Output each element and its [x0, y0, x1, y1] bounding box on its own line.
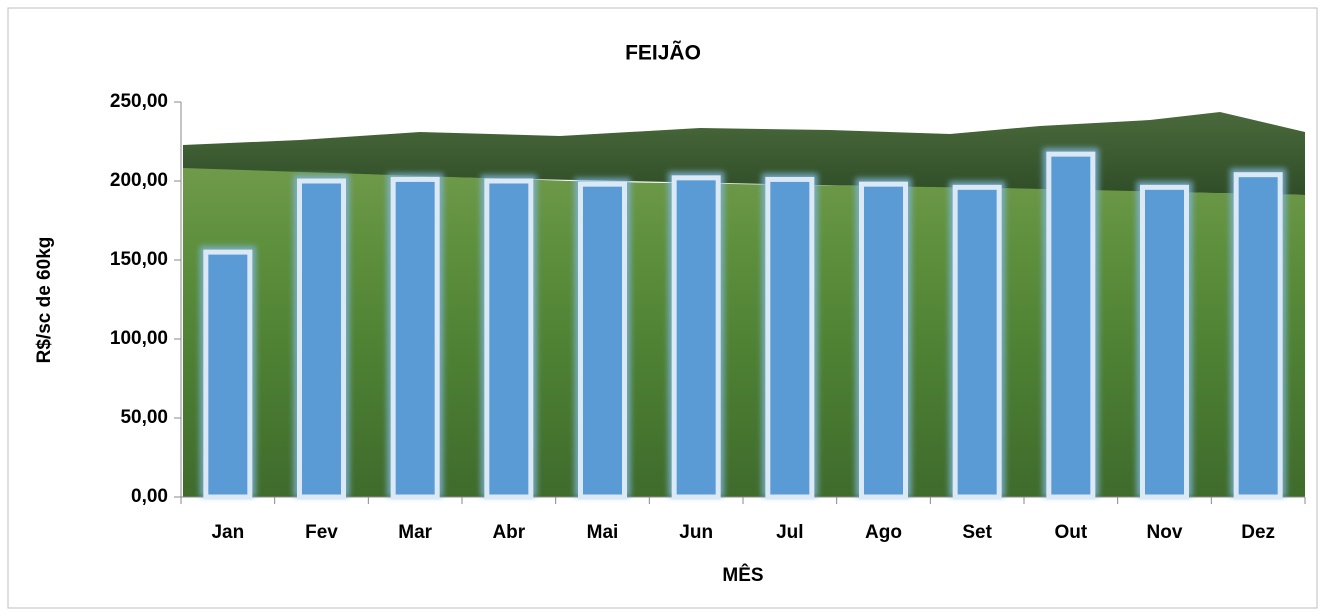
x-tick-label: Ago	[865, 522, 902, 543]
y-tick-label: 150,00	[110, 249, 168, 270]
x-tick-label: Abr	[492, 522, 525, 543]
bean-field	[183, 168, 1305, 497]
x-tick-label: Dez	[1241, 522, 1275, 543]
x-tick-label: Mar	[398, 522, 432, 543]
y-tick-label: 0,00	[131, 486, 168, 507]
x-axis-title: MÊS	[722, 564, 763, 586]
bar	[297, 178, 346, 500]
bar	[203, 249, 253, 500]
bar	[952, 184, 1002, 500]
bar	[671, 175, 721, 500]
y-tick-label: 100,00	[110, 328, 168, 349]
x-tick-label: Fev	[305, 522, 338, 543]
bar	[765, 176, 815, 500]
bar	[578, 181, 627, 500]
x-tick-label: Jan	[211, 522, 244, 543]
y-tick-label: 250,00	[110, 91, 168, 112]
bar	[1233, 172, 1283, 500]
x-tick-label: Jul	[776, 522, 803, 543]
y-axis-title: R$/sc de 60kg	[34, 237, 55, 364]
x-tick-label: Mai	[587, 522, 619, 543]
y-tick-label: 200,00	[110, 170, 168, 191]
x-tick-label: Set	[962, 522, 992, 543]
bar	[484, 178, 534, 500]
x-tick-label: Nov	[1147, 522, 1183, 543]
bar	[1140, 184, 1189, 500]
chart-title: FEIJÃO	[625, 42, 701, 65]
bar	[859, 181, 908, 500]
bar	[390, 176, 440, 500]
tree-line	[183, 112, 1305, 195]
x-tick-label: Jun	[679, 522, 713, 543]
y-tick-label: 50,00	[120, 407, 168, 428]
bar	[1046, 151, 1096, 500]
x-tick-label: Out	[1054, 522, 1087, 543]
